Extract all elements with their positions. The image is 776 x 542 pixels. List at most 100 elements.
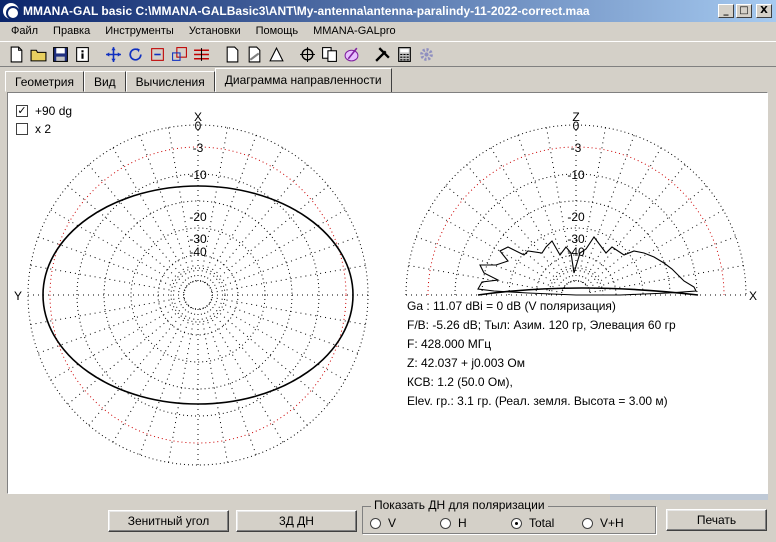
vertical-plot-axis-top-label: Z	[572, 110, 579, 124]
horizontal-plot-ring	[27, 124, 369, 466]
vertical-plot-spoke	[545, 127, 575, 282]
menu-mmana-galpro[interactable]: MMANA-GALpro	[313, 25, 396, 37]
rotate-icon[interactable]	[125, 44, 146, 65]
horizontal-plot-spoke	[208, 303, 329, 405]
horizontal-plot-ring-label: 0	[195, 119, 202, 133]
vertical-plot-ring-label: 0	[573, 119, 580, 133]
radio-v-plus-h-dot[interactable]	[582, 517, 593, 529]
minimize-button[interactable]: _	[718, 4, 734, 18]
horizontal-plot-spoke	[204, 147, 284, 284]
horizontal-plot-spoke	[210, 299, 358, 354]
stretch-icon[interactable]	[147, 44, 168, 65]
horizontal-plot-spoke	[67, 303, 188, 405]
open-folder-icon[interactable]	[28, 44, 49, 65]
horizontal-plot-spoke	[167, 308, 197, 463]
horizontal-plot-spoke	[206, 164, 308, 285]
paint-icon[interactable]	[341, 44, 362, 65]
crosshair-icon[interactable]	[297, 44, 318, 65]
radio-v-plus-h[interactable]: V+H	[582, 516, 624, 530]
3d-pattern-button[interactable]: 3Д ДН	[236, 510, 357, 532]
x2-checkbox-box[interactable]	[16, 123, 28, 135]
horizontal-pattern-plot: 0 -3 -10 -20 -30-40 X Y	[14, 110, 369, 466]
status-strip	[610, 494, 768, 500]
copy-icon[interactable]	[319, 44, 340, 65]
vertical-plot-ring	[535, 254, 617, 296]
gear-icon[interactable]	[416, 44, 437, 65]
radio-h-label: H	[458, 516, 467, 530]
info-icon[interactable]	[72, 44, 93, 65]
vertical-plot-ring-label: -10	[567, 168, 585, 182]
tab-strip: Геометрия Вид Вычисления Диаграмма напра…	[5, 68, 392, 92]
horizontal-plot-ring	[170, 267, 226, 323]
vertical-plot-spoke	[428, 209, 565, 289]
save-icon[interactable]	[50, 44, 71, 65]
close-button[interactable]: X	[756, 4, 772, 18]
menu-edit[interactable]: Правка	[53, 25, 91, 37]
horizontal-plot-spoke	[206, 305, 308, 426]
vertical-plot-spoke	[577, 127, 607, 282]
menu-help[interactable]: Помощь	[255, 25, 299, 37]
radio-total-label: Total	[529, 516, 555, 530]
vertical-pattern-main-lobe	[477, 287, 699, 296]
horizontal-plot-ring-label: -30	[189, 232, 207, 246]
info-gain: Ga : 11.07 dBi = 0 dB (V поляризация)	[407, 299, 616, 313]
horizontal-plot-ring	[103, 200, 293, 390]
menu-tools[interactable]: Инструменты	[105, 25, 174, 37]
horizontal-plot-spoke	[199, 127, 229, 282]
horizontal-plot-spoke	[204, 306, 284, 443]
page-icon[interactable]	[222, 44, 243, 65]
tab-radiation-pattern[interactable]: Диаграмма направленности	[214, 68, 392, 92]
new-file-icon[interactable]	[6, 44, 27, 65]
polarization-group: Показать ДН для поляризации V H Total V+…	[362, 498, 656, 534]
tab-view[interactable]: Вид	[83, 71, 126, 92]
vertical-plot-ring-label: -20	[567, 210, 585, 224]
horizontal-plot-spoke	[209, 209, 346, 289]
maximize-button[interactable]: □	[736, 4, 752, 18]
radio-h[interactable]: H	[440, 516, 467, 530]
app-icon[interactable]	[3, 3, 20, 20]
vertical-plot-spoke	[466, 164, 568, 285]
calculator-icon[interactable]	[394, 44, 415, 65]
radio-total-dot[interactable]	[511, 517, 522, 529]
tools-icon[interactable]	[372, 44, 393, 65]
vertical-plot-spoke	[587, 209, 724, 289]
plus90-checkbox-box[interactable]: ✓	[16, 105, 28, 117]
menu-settings[interactable]: Установки	[188, 25, 241, 37]
radio-v[interactable]: V	[370, 516, 396, 530]
plus90-checkbox[interactable]: ✓ +90 dg	[16, 104, 72, 118]
vertical-plot-ring-label: -3	[571, 141, 582, 155]
horizontal-plot-ring	[157, 254, 239, 336]
radio-v-dot[interactable]	[370, 517, 381, 529]
horizontal-plot-ring	[130, 227, 266, 363]
triangle-icon[interactable]	[266, 44, 287, 65]
tab-geometry[interactable]: Геометрия	[5, 71, 84, 92]
horizontal-plot-ring-label: -40	[189, 245, 207, 259]
horizontal-plot-spoke	[202, 135, 257, 283]
info-swr: КСВ: 1.2 (50.0 Ом),	[407, 375, 513, 389]
print-button[interactable]: Печать	[666, 509, 767, 531]
radio-v-label: V	[388, 516, 397, 530]
horizontal-plot-spoke	[112, 306, 192, 443]
radio-total[interactable]: Total	[511, 516, 554, 530]
vertical-plot-spoke	[445, 185, 566, 287]
menu-bar: Файл Правка Инструменты Установки Помощь…	[0, 22, 776, 40]
horizontal-plot-spoke	[67, 185, 188, 287]
horizontal-plot-spoke	[211, 296, 366, 326]
page-edit-icon[interactable]	[244, 44, 265, 65]
menu-file[interactable]: Файл	[11, 25, 39, 37]
info-fb: F/B: -5.26 dB; Тыл: Азим. 120 гр, Элевац…	[407, 318, 676, 332]
vertical-plot-ring	[427, 146, 725, 296]
horizontal-plot-ring-label: -20	[189, 210, 207, 224]
radio-v-plus-h-label: V+H	[600, 516, 624, 530]
window-title: MMANA-GAL basic C:\MMANA-GALBasic3\ANT\M…	[23, 4, 590, 18]
x2-checkbox[interactable]: x 2	[16, 122, 51, 136]
move-icon[interactable]	[103, 44, 124, 65]
tab-calculations[interactable]: Вычисления	[125, 71, 215, 92]
vertical-plot-axis-right-label: X	[749, 289, 757, 303]
wires-icon[interactable]	[191, 44, 212, 65]
scale-icon[interactable]	[169, 44, 190, 65]
zenith-angle-button[interactable]: Зенитный угол	[108, 510, 229, 532]
radio-h-dot[interactable]	[440, 517, 451, 529]
